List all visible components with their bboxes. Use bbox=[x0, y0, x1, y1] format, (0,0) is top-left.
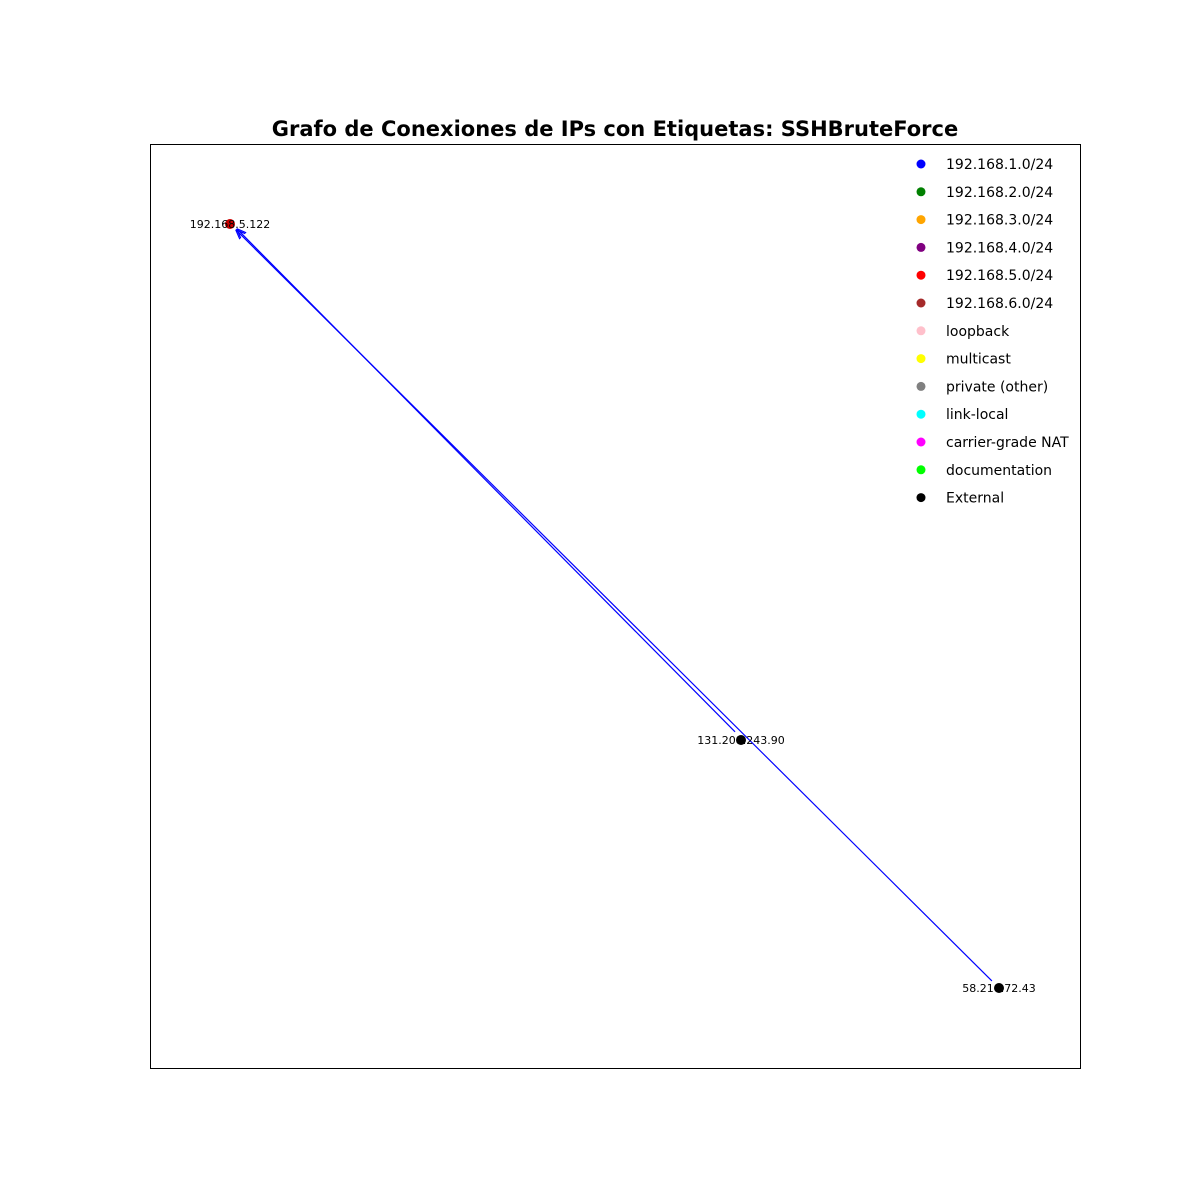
legend-item: documentation bbox=[916, 463, 1052, 479]
legend-label: 192.168.6.0/24 bbox=[946, 296, 1053, 312]
legend-item: 192.168.2.0/24 bbox=[916, 185, 1053, 201]
legend-label: documentation bbox=[946, 463, 1052, 479]
legend-item: link-local bbox=[916, 407, 1008, 423]
legend-marker bbox=[916, 465, 926, 475]
legend-label: multicast bbox=[946, 352, 1011, 368]
node-label: 131.208.243.90 bbox=[697, 734, 784, 747]
edges-layer bbox=[236, 229, 993, 982]
legend-item: 192.168.4.0/24 bbox=[916, 240, 1053, 256]
node: 58.210.72.43 bbox=[962, 982, 1035, 995]
legend-label: 192.168.3.0/24 bbox=[946, 213, 1053, 229]
node: 131.208.243.90 bbox=[697, 734, 784, 747]
legend-marker bbox=[916, 215, 926, 225]
legend-item: 192.168.1.0/24 bbox=[916, 157, 1053, 173]
legend-marker bbox=[916, 381, 926, 391]
legend-label: 192.168.5.0/24 bbox=[946, 268, 1053, 284]
legend-label: carrier-grade NAT bbox=[946, 435, 1069, 451]
edge-58.210.72.43-to-192.168.5.122 bbox=[236, 230, 993, 982]
legend-marker bbox=[916, 242, 926, 252]
legend-item: External bbox=[916, 491, 1004, 507]
chart-title: Grafo de Conexiones de IPs con Etiquetas… bbox=[272, 117, 958, 141]
legend-marker bbox=[916, 437, 926, 447]
legend-label: External bbox=[946, 491, 1004, 507]
node-marker bbox=[994, 983, 1004, 993]
node: 192.168.5.122 bbox=[190, 218, 270, 231]
legend-item: 192.168.6.0/24 bbox=[916, 296, 1053, 312]
nodes-layer: 192.168.5.122 131.208.243.90 58.210.72.43 bbox=[190, 218, 1036, 995]
legend-item: private (other) bbox=[916, 379, 1048, 395]
legend-marker bbox=[916, 493, 926, 503]
legend-label: link-local bbox=[946, 407, 1008, 423]
legend-marker bbox=[916, 326, 926, 336]
legend-item: loopback bbox=[916, 324, 1010, 340]
legend-marker bbox=[916, 159, 926, 169]
legend-label: private (other) bbox=[946, 379, 1048, 395]
legend-label: loopback bbox=[946, 324, 1010, 340]
node-label: 192.168.5.122 bbox=[190, 218, 270, 231]
node-marker bbox=[736, 735, 746, 745]
legend: 192.168.1.0/24 192.168.2.0/24 192.168.3.0/… bbox=[916, 157, 1069, 507]
legend-item: 192.168.5.0/24 bbox=[916, 268, 1053, 284]
legend-label: 192.168.1.0/24 bbox=[946, 157, 1053, 173]
legend-item: carrier-grade NAT bbox=[916, 435, 1069, 451]
legend-marker bbox=[916, 354, 926, 364]
node-marker bbox=[225, 219, 235, 229]
legend-item: multicast bbox=[916, 352, 1011, 368]
legend-marker bbox=[916, 409, 926, 419]
node-label: 58.210.72.43 bbox=[962, 982, 1035, 995]
legend-label: 192.168.2.0/24 bbox=[946, 185, 1053, 201]
legend-item: 192.168.3.0/24 bbox=[916, 213, 1053, 229]
plot-frame bbox=[150, 144, 1081, 1069]
legend-marker bbox=[916, 298, 926, 308]
legend-label: 192.168.4.0/24 bbox=[946, 240, 1053, 256]
legend-marker bbox=[916, 270, 926, 280]
legend-marker bbox=[916, 187, 926, 197]
